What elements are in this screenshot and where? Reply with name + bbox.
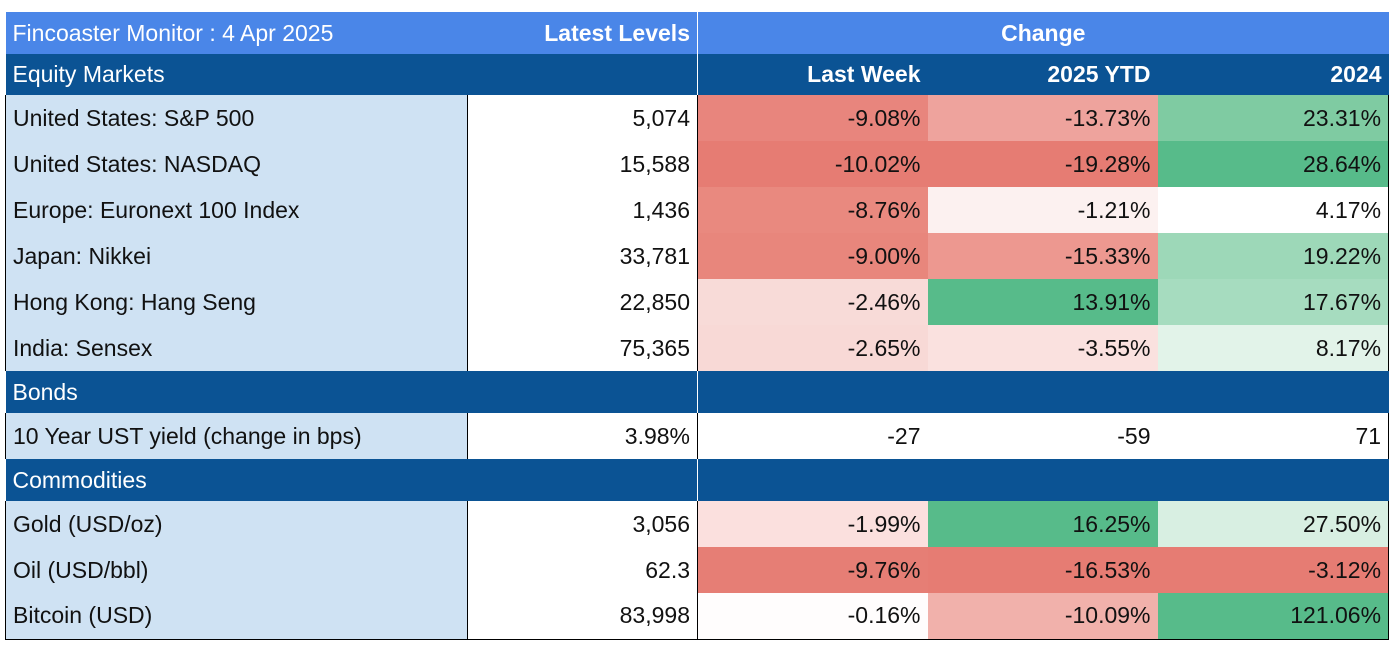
row-2024: 27.50% bbox=[1157, 501, 1390, 547]
table-title: Fincoaster Monitor : 4 Apr 2025 bbox=[12, 19, 334, 46]
row-2024: 121.06% bbox=[1157, 593, 1390, 640]
header-row: Fincoaster Monitor : 4 Apr 2025 Latest L… bbox=[5, 12, 1389, 54]
row-ytd: -16.53% bbox=[927, 547, 1158, 593]
row-last-week: -1.99% bbox=[697, 501, 928, 547]
row-ytd: -59 bbox=[927, 413, 1158, 459]
table-row: India: Sensex 75,365 -2.65% -3.55% 8.17% bbox=[5, 325, 1390, 371]
row-last-week: -9.00% bbox=[697, 233, 928, 279]
section-blank bbox=[468, 459, 698, 501]
row-2024: 19.22% bbox=[1157, 233, 1390, 279]
row-last-week: -27 bbox=[697, 413, 928, 459]
row-label: India: Sensex bbox=[5, 325, 468, 371]
section-equity-markets: Equity Markets bbox=[12, 61, 165, 87]
row-2024: 71 bbox=[1157, 413, 1390, 459]
subheader-row: Equity Markets Last Week 2025 YTD 2024 bbox=[5, 54, 1389, 95]
row-last-week: -8.76% bbox=[697, 187, 928, 233]
row-latest-level: 15,588 bbox=[467, 141, 698, 187]
row-ytd: -13.73% bbox=[927, 95, 1158, 141]
row-last-week: -2.65% bbox=[697, 325, 928, 371]
change-header: Change bbox=[696, 12, 1389, 54]
row-ytd: -3.55% bbox=[927, 325, 1158, 371]
row-2024: 23.31% bbox=[1157, 95, 1390, 141]
last-week-header: Last Week bbox=[697, 54, 928, 95]
row-2024: 17.67% bbox=[1157, 279, 1390, 325]
row-ytd: -10.09% bbox=[927, 593, 1158, 640]
section-row: Commodities bbox=[5, 459, 1389, 501]
table-row: United States: S&P 500 5,074 -9.08% -13.73%… bbox=[5, 95, 1390, 141]
row-ytd: 16.25% bbox=[927, 501, 1158, 547]
row-last-week: -9.08% bbox=[697, 95, 928, 141]
row-last-week: -10.02% bbox=[697, 141, 928, 187]
row-2024: 8.17% bbox=[1157, 325, 1390, 371]
row-latest-level: 75,365 bbox=[467, 325, 698, 371]
year-2024-header: 2024 bbox=[1330, 61, 1382, 87]
row-2024: 4.17% bbox=[1157, 187, 1390, 233]
row-ytd: -15.33% bbox=[927, 233, 1158, 279]
row-label: United States: S&P 500 bbox=[5, 95, 468, 141]
row-label: Oil (USD/bbl) bbox=[5, 547, 468, 593]
row-latest-level: 33,781 bbox=[467, 233, 698, 279]
section-bonds: Bonds bbox=[12, 378, 78, 405]
row-latest-level: 1,436 bbox=[467, 187, 698, 233]
market-table: Fincoaster Monitor : 4 Apr 2025 Latest L… bbox=[5, 12, 1390, 640]
section-row: Bonds bbox=[5, 371, 1389, 413]
table-row: Europe: Euronext 100 Index 1,436 -8.76% -1.… bbox=[5, 187, 1390, 233]
table-row: Hong Kong: Hang Seng 22,850 -2.46% 13.91% 17… bbox=[5, 279, 1390, 325]
row-latest-level: 22,850 bbox=[467, 279, 698, 325]
row-label: Japan: Nikkei bbox=[5, 233, 468, 279]
row-label: Hong Kong: Hang Seng bbox=[5, 279, 468, 325]
table-row: United States: NASDAQ 15,588 -10.02% -19.28… bbox=[5, 141, 1390, 187]
row-label: 10 Year UST yield (change in bps) bbox=[5, 413, 468, 459]
row-last-week: -9.76% bbox=[697, 547, 928, 593]
section-commodities: Commodities bbox=[12, 466, 147, 493]
section-blank bbox=[696, 371, 1389, 413]
row-last-week: -2.46% bbox=[697, 279, 928, 325]
row-label: United States: NASDAQ bbox=[5, 141, 468, 187]
row-last-week: -0.16% bbox=[697, 593, 928, 640]
ytd-header: 2025 YTD bbox=[1047, 61, 1151, 87]
row-label: Europe: Euronext 100 Index bbox=[5, 187, 468, 233]
row-ytd: -1.21% bbox=[927, 187, 1158, 233]
table-row: Gold (USD/oz) 3,056 -1.99% 16.25% 27.50% bbox=[5, 501, 1390, 547]
row-ytd: -19.28% bbox=[927, 141, 1158, 187]
row-2024: 28.64% bbox=[1157, 141, 1390, 187]
table-row: Bitcoin (USD) 83,998 -0.16% -10.09% 121.06% bbox=[5, 593, 1390, 640]
row-label: Bitcoin (USD) bbox=[5, 593, 468, 640]
table-row: Japan: Nikkei 33,781 -9.00% -15.33% 19.22% bbox=[5, 233, 1390, 279]
section-blank bbox=[468, 371, 698, 413]
row-latest-level: 83,998 bbox=[467, 593, 698, 640]
row-latest-level: 5,074 bbox=[467, 95, 698, 141]
row-label: Gold (USD/oz) bbox=[5, 501, 468, 547]
section-blank bbox=[696, 459, 1389, 501]
row-latest-level: 3.98% bbox=[467, 413, 698, 459]
row-2024: -3.12% bbox=[1157, 547, 1390, 593]
latest-levels-header: Latest Levels bbox=[544, 19, 690, 46]
table-row: Oil (USD/bbl) 62.3 -9.76% -16.53% -3.12% bbox=[5, 547, 1390, 593]
row-ytd: 13.91% bbox=[927, 279, 1158, 325]
row-latest-level: 62.3 bbox=[467, 547, 698, 593]
row-latest-level: 3,056 bbox=[467, 501, 698, 547]
subheader-blank bbox=[468, 54, 698, 95]
table-row: 10 Year UST yield (change in bps) 3.98% -2… bbox=[5, 413, 1390, 459]
